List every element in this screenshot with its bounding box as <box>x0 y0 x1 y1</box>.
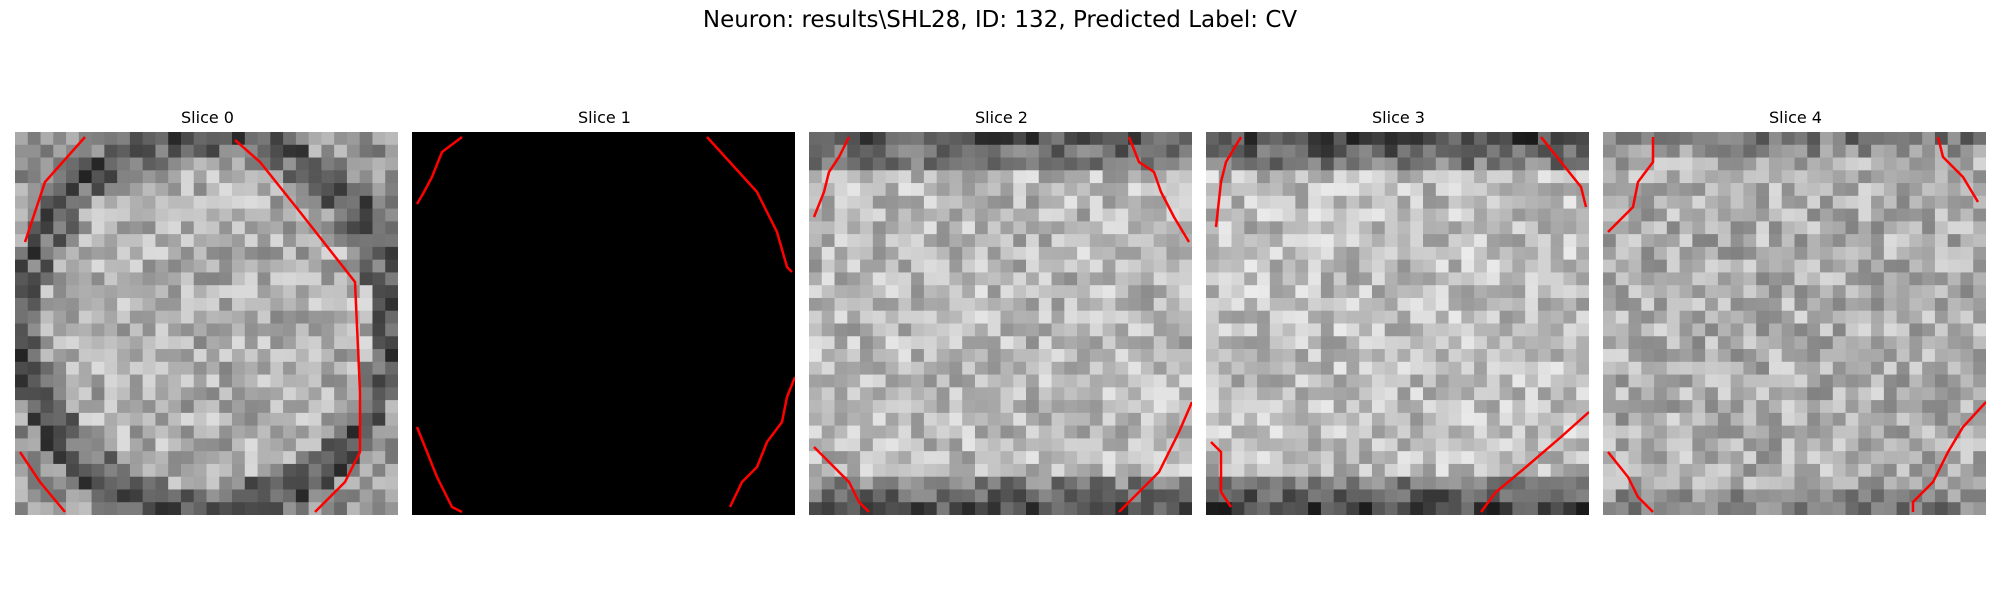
slice-panel-3: Slice 3 <box>1206 105 1591 515</box>
slice-panel-1: Slice 1 <box>412 105 797 515</box>
slice-image-4 <box>1603 132 1986 515</box>
contour-line <box>728 376 795 508</box>
contour-line <box>1911 401 1986 512</box>
contour-line <box>1607 137 1655 233</box>
contour-line <box>18 451 66 513</box>
contour-overlay-2 <box>812 136 1192 513</box>
slice-pixels-1 <box>412 132 795 515</box>
slice-panel-4: Slice 4 <box>1603 105 1988 515</box>
slice-pixels-3 <box>1206 132 1589 515</box>
contour-overlay-0 <box>18 136 362 513</box>
slice-image-1 <box>412 132 795 515</box>
slice-image-0 <box>15 132 398 515</box>
slice-pixels-4 <box>1603 132 1986 515</box>
contour-line <box>234 139 362 513</box>
contour-overlay-4 <box>1607 136 1986 513</box>
slice-title-3: Slice 3 <box>1372 108 1425 127</box>
slice-image-2 <box>809 132 1192 515</box>
contour-line <box>1210 441 1233 508</box>
contour-line <box>415 426 463 514</box>
contour-line <box>1214 136 1243 228</box>
slice-title-2: Slice 2 <box>975 108 1028 127</box>
contour-line <box>1936 136 1980 203</box>
slice-panel-0: Slice 0 <box>15 105 400 515</box>
contour-line <box>706 136 793 273</box>
contour-line <box>1480 411 1589 513</box>
slice-pixels-2 <box>809 132 1192 515</box>
blank-slice <box>412 132 795 515</box>
contour-line <box>23 136 86 243</box>
figure-title: Neuron: results\SHL28, ID: 132, Predicte… <box>702 7 1298 33</box>
contour-line <box>1607 451 1654 513</box>
slice-title-0: Slice 0 <box>181 108 234 127</box>
slice-title-1: Slice 1 <box>578 108 631 127</box>
contour-line <box>1118 401 1192 513</box>
contour-line <box>813 446 870 513</box>
contour-line <box>812 136 851 218</box>
slice-panel-2: Slice 2 <box>809 105 1194 515</box>
contour-line <box>1540 136 1588 208</box>
contour-overlay-1 <box>415 136 795 514</box>
slice-title-4: Slice 4 <box>1769 108 1822 127</box>
slice-image-3 <box>1206 132 1589 515</box>
contour-line <box>1127 136 1191 243</box>
contour-overlay-3 <box>1210 136 1589 513</box>
contour-line <box>415 136 463 205</box>
